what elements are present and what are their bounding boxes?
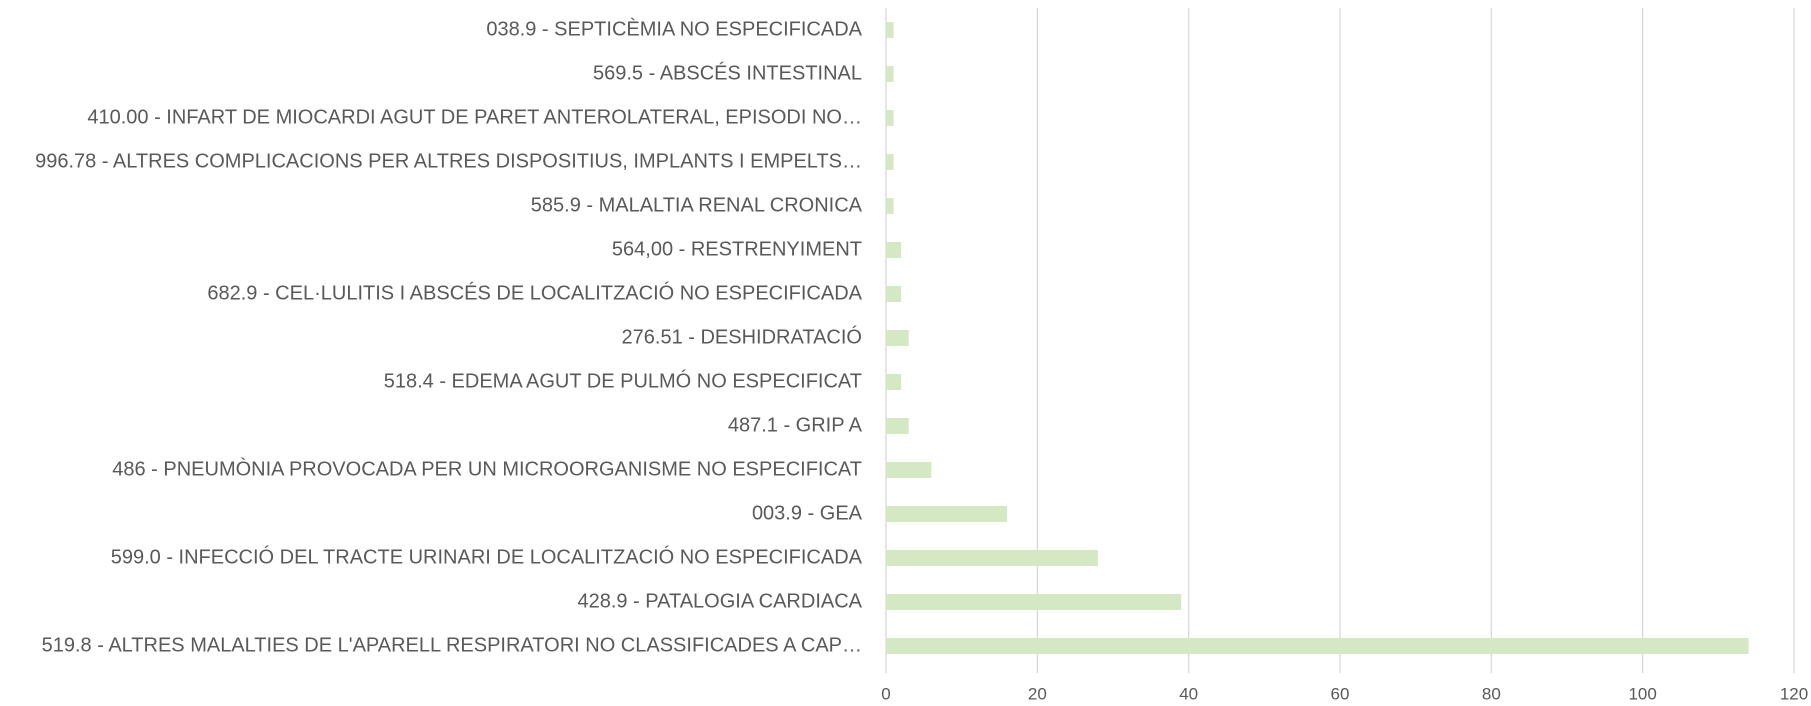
bar — [886, 66, 894, 82]
x-tick-label: 20 — [1028, 684, 1047, 703]
x-tick-label: 40 — [1179, 684, 1198, 703]
y-tick-label: 519.8 - ALTRES MALALTIES DE L'APARELL RE… — [42, 634, 862, 656]
bar — [886, 242, 902, 258]
y-tick-label: 599.0 - INFECCIÓ DEL TRACTE URINARI DE L… — [111, 545, 863, 568]
y-tick-label: 486 - PNEUMÒNIA PROVOCADA PER UN MICROOR… — [112, 457, 862, 480]
y-tick-label: 038.9 - SEPTICÈMIA NO ESPECIFICADA — [486, 17, 862, 40]
bar — [886, 594, 1182, 610]
bar — [886, 506, 1008, 522]
bar — [886, 154, 894, 170]
y-tick-label: 585.9 - MALALTIA RENAL CRONICA — [531, 194, 863, 216]
bar — [886, 418, 909, 434]
x-tick-label: 100 — [1628, 684, 1656, 703]
bar — [886, 22, 894, 38]
y-tick-label: 996.78 - ALTRES COMPLICACIONS PER ALTRES… — [35, 150, 862, 172]
bar — [886, 374, 902, 390]
y-tick-label: 410.00 - INFART DE MIOCARDI AGUT DE PARE… — [87, 106, 862, 128]
y-tick-label: 564,00 - RESTRENYIMENT — [612, 238, 862, 260]
y-tick-label: 518.4 - EDEMA AGUT DE PULMÓ NO ESPECIFIC… — [384, 369, 862, 392]
x-tick-label: 120 — [1780, 684, 1808, 703]
bar — [886, 462, 932, 478]
bar — [886, 286, 902, 302]
bar — [886, 198, 894, 214]
y-tick-label: 487.1 - GRIP A — [728, 414, 863, 436]
y-tick-label: 569.5 - ABSCÉS INTESTINAL — [593, 61, 862, 84]
y-tick-label: 276.51 - DESHIDRATACIÓ — [622, 325, 862, 348]
y-tick-label: 428.9 - PATALOGIA CARDIACA — [577, 590, 862, 612]
bar — [886, 638, 1749, 654]
y-tick-label: 682.9 - CEL·LULITIS I ABSCÉS DE LOCALITZ… — [207, 281, 862, 304]
bar — [886, 330, 909, 346]
x-tick-label: 60 — [1331, 684, 1350, 703]
bar — [886, 550, 1098, 566]
y-tick-label: 003.9 - GEA — [752, 502, 863, 524]
bar — [886, 110, 894, 126]
x-tick-label: 80 — [1482, 684, 1501, 703]
x-tick-label: 0 — [881, 684, 890, 703]
